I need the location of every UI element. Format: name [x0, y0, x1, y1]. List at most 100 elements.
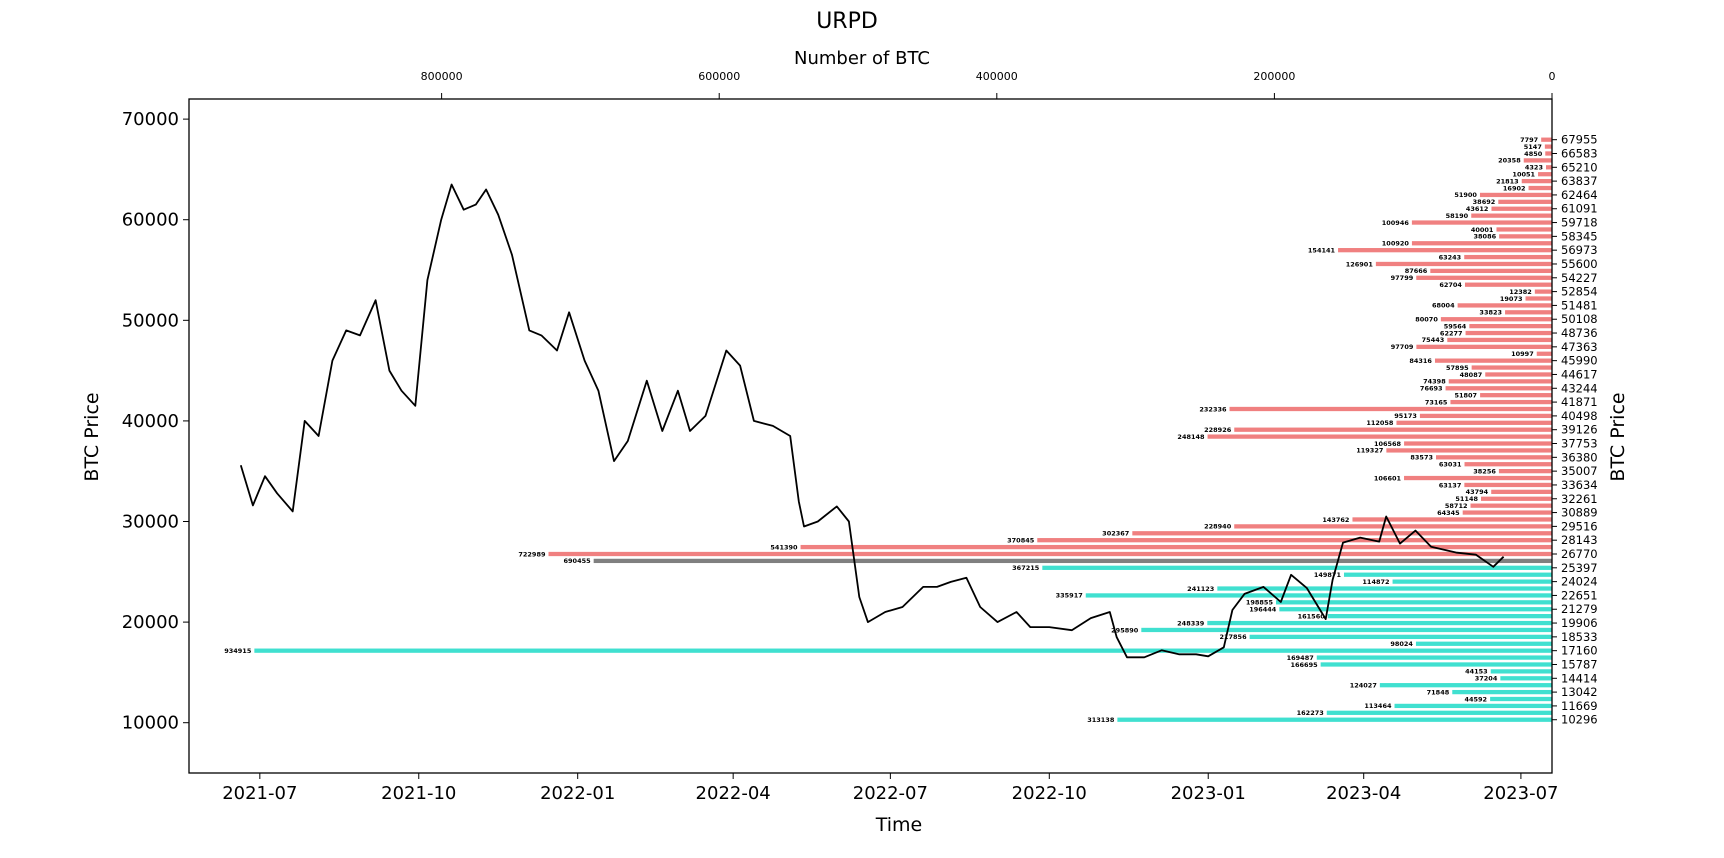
- urpd-bar: [593, 558, 1552, 564]
- right-price-label: 37753: [1561, 437, 1598, 451]
- y-tick-label: 10000: [122, 713, 179, 734]
- urpd-bar: [1448, 379, 1552, 384]
- urpd-bar-value-label: 335917: [1056, 592, 1083, 600]
- urpd-bar: [1545, 165, 1552, 170]
- urpd-bar-value-label: 84316: [1409, 357, 1432, 365]
- right-price-label: 40498: [1561, 409, 1598, 423]
- urpd-bar: [1343, 572, 1552, 577]
- x-axis-label: Time: [875, 814, 923, 836]
- urpd-bar-value-label: 119327: [1356, 447, 1383, 455]
- urpd-bar: [1480, 393, 1552, 398]
- urpd-bar: [1491, 489, 1552, 494]
- urpd-bar: [1207, 434, 1552, 439]
- urpd-bar-value-label: 295890: [1111, 626, 1139, 634]
- right-price-label: 67955: [1561, 133, 1598, 147]
- urpd-bar-value-label: 58712: [1445, 502, 1468, 510]
- urpd-bar: [1464, 254, 1552, 260]
- right-price-label: 21279: [1561, 602, 1598, 616]
- urpd-bar: [1392, 579, 1552, 584]
- x-tick-label: 2023-04: [1326, 783, 1401, 804]
- urpd-bar: [1338, 248, 1552, 253]
- urpd-bar-value-label: 248148: [1177, 433, 1205, 441]
- urpd-bar-value-label: 98024: [1390, 640, 1413, 648]
- urpd-bar: [1234, 427, 1552, 432]
- urpd-bar-value-label: 51148: [1455, 495, 1478, 503]
- urpd-bar: [1498, 199, 1552, 204]
- urpd-bar: [1229, 406, 1552, 412]
- urpd-bar: [1217, 586, 1552, 591]
- urpd-bar: [548, 551, 1552, 557]
- right-price-label: 18533: [1561, 630, 1598, 644]
- urpd-bar: [1117, 717, 1552, 722]
- x-tick-label: 2023-07: [1483, 783, 1558, 804]
- urpd-bar: [1541, 137, 1552, 142]
- urpd-bar: [1479, 192, 1552, 198]
- urpd-bar: [1394, 703, 1552, 709]
- x-tick-label: 2023-01: [1171, 783, 1246, 804]
- x-tick-label: 2021-07: [222, 783, 297, 804]
- urpd-bar-value-label: 63243: [1439, 253, 1462, 261]
- urpd-bar: [1436, 455, 1552, 460]
- urpd-bar: [1320, 662, 1552, 667]
- urpd-bar: [1375, 261, 1552, 267]
- urpd-bar: [1464, 282, 1552, 287]
- urpd-bar-value-label: 196444: [1249, 606, 1277, 614]
- urpd-bar: [1404, 475, 1552, 481]
- right-price-label: 63837: [1561, 174, 1598, 188]
- x-tick-label: 2022-07: [853, 783, 928, 804]
- right-price-label: 29516: [1561, 519, 1598, 533]
- top-tick-label: 0: [1549, 70, 1556, 83]
- urpd-bar-value-label: 367215: [1012, 564, 1040, 572]
- right-price-label: 13042: [1561, 685, 1598, 699]
- right-price-label: 41871: [1561, 395, 1598, 409]
- chart-title: URPD: [816, 9, 878, 34]
- urpd-bar-value-label: 63137: [1439, 481, 1462, 489]
- right-price-label: 56973: [1561, 243, 1598, 257]
- right-price-label: 50108: [1561, 312, 1598, 326]
- urpd-bar-value-label: 154141: [1308, 246, 1336, 254]
- right-price-label: 17160: [1561, 644, 1598, 658]
- urpd-bar-value-label: 97799: [1391, 274, 1414, 282]
- urpd-bar-value-label: 302367: [1102, 530, 1129, 538]
- x-tick-label: 2022-01: [540, 783, 615, 804]
- urpd-bar-value-label: 143762: [1322, 516, 1349, 524]
- urpd-bar-value-label: 126901: [1346, 260, 1374, 268]
- urpd-bar-value-label: 370845: [1007, 536, 1035, 544]
- urpd-bar: [1464, 462, 1552, 467]
- urpd-bar-value-label: 16902: [1503, 184, 1526, 192]
- urpd-bar: [1450, 399, 1552, 405]
- top-tick-label: 600000: [698, 70, 740, 83]
- urpd-bar: [1327, 614, 1552, 619]
- right-price-label: 59718: [1561, 216, 1598, 230]
- urpd-bar-value-label: 87666: [1405, 267, 1428, 275]
- top-tick-label: 800000: [421, 70, 463, 83]
- urpd-bar-value-label: 10997: [1511, 350, 1534, 358]
- urpd-bar: [1352, 517, 1552, 522]
- plot-frame: [188, 98, 1553, 774]
- axes-layer: 10000 20000 30000 40000 50000 60000 70000 2021-…: [122, 70, 1598, 804]
- right-price-label: 33634: [1561, 478, 1598, 492]
- y-tick-label: 30000: [122, 512, 179, 533]
- urpd-bar: [1485, 372, 1552, 377]
- right-price-label: 14414: [1561, 671, 1598, 685]
- urpd-bar-value-label: 83573: [1410, 454, 1433, 462]
- top-axis-label: Number of BTC: [794, 48, 930, 69]
- urpd-bar: [1545, 151, 1552, 156]
- right-price-label: 52854: [1561, 285, 1598, 299]
- urpd-bar: [1534, 289, 1552, 294]
- urpd-bar-value-label: 100946: [1382, 219, 1410, 227]
- urpd-bar: [1279, 607, 1552, 612]
- urpd-bar: [1499, 234, 1552, 239]
- urpd-bar-value-label: 12382: [1509, 288, 1532, 296]
- right-price-label: 43244: [1561, 381, 1598, 395]
- right-price-label: 25397: [1561, 561, 1598, 575]
- right-price-label: 28143: [1561, 533, 1598, 547]
- right-price-label: 26770: [1561, 547, 1598, 561]
- urpd-bar-value-label: 7797: [1520, 136, 1538, 144]
- urpd-bar-value-label: 690455: [564, 557, 592, 565]
- urpd-bar: [1498, 468, 1552, 474]
- urpd-bar-value-label: 541390: [770, 543, 798, 551]
- urpd-bar: [1500, 676, 1552, 681]
- urpd-bar: [1521, 178, 1552, 184]
- urpd-bar: [1481, 496, 1552, 501]
